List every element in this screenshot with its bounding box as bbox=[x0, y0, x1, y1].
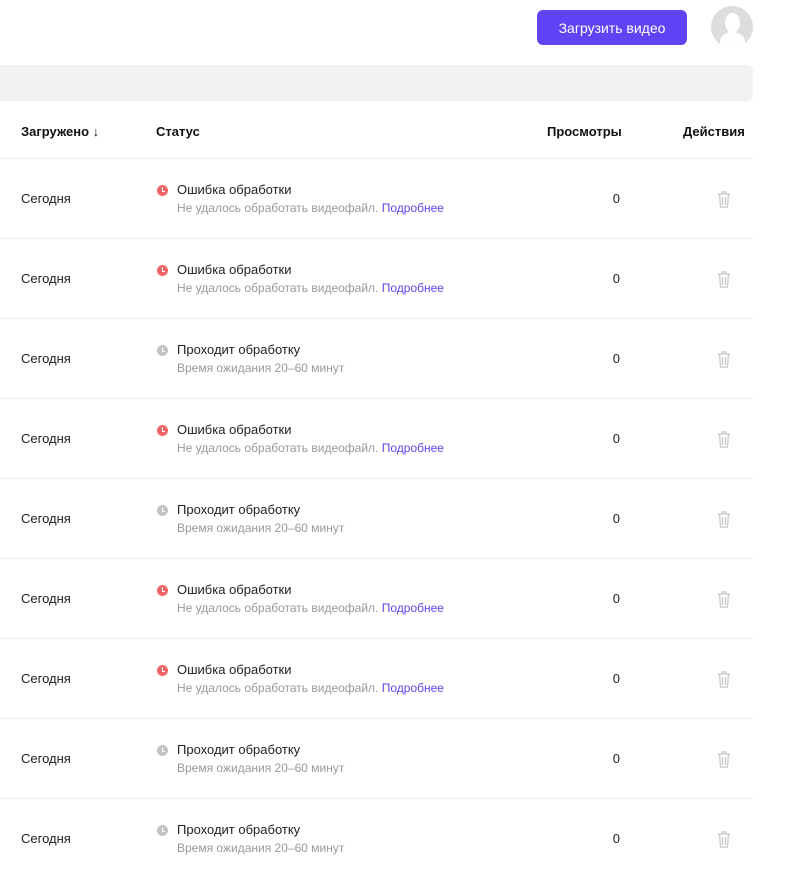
status-title: Ошибка обработки bbox=[177, 582, 292, 597]
views-count: 0 bbox=[612, 751, 620, 766]
status-description: Не удалось обработать видеофайл. bbox=[177, 441, 379, 455]
clock-icon bbox=[157, 425, 168, 436]
upload-date: Сегодня bbox=[21, 671, 71, 686]
status-subtitle: Не удалось обработать видеофайл. Подробн… bbox=[177, 201, 444, 215]
views-count: 0 bbox=[612, 831, 620, 846]
upload-date: Сегодня bbox=[21, 511, 71, 526]
status-description: Время ожидания 20–60 минут bbox=[177, 361, 345, 375]
trash-icon[interactable] bbox=[717, 590, 731, 608]
table-row[interactable]: Сегодня Ошибка обработки Не удалось обра… bbox=[0, 638, 753, 718]
status-subtitle: Время ожидания 20–60 минут bbox=[177, 841, 344, 855]
trash-icon[interactable] bbox=[717, 190, 731, 208]
status-description: Не удалось обработать видеофайл. bbox=[177, 601, 379, 615]
upload-date: Сегодня bbox=[21, 351, 71, 366]
trash-icon[interactable] bbox=[717, 270, 731, 288]
avatar[interactable] bbox=[711, 6, 753, 48]
status-description: Время ожидания 20–60 минут bbox=[177, 761, 345, 775]
table-row[interactable]: Сегодня Ошибка обработки Не удалось обра… bbox=[0, 398, 753, 478]
table-row[interactable]: Сегодня Проходит обработку Время ожидани… bbox=[0, 798, 753, 878]
column-views[interactable]: Просмотры bbox=[547, 124, 622, 139]
trash-icon[interactable] bbox=[717, 670, 731, 688]
more-link[interactable]: Подробнее bbox=[381, 601, 444, 615]
more-link[interactable]: Подробнее bbox=[381, 281, 444, 295]
upload-date: Сегодня bbox=[21, 831, 71, 846]
status-subtitle: Время ожидания 20–60 минут bbox=[177, 761, 344, 775]
trash-icon[interactable] bbox=[717, 510, 731, 528]
status-title: Ошибка обработки bbox=[177, 182, 292, 197]
upload-date: Сегодня bbox=[21, 431, 71, 446]
filter-bar bbox=[0, 65, 753, 101]
status-subtitle: Не удалось обработать видеофайл. Подробн… bbox=[177, 681, 444, 695]
views-count: 0 bbox=[612, 191, 620, 206]
upload-date: Сегодня bbox=[21, 751, 71, 766]
clock-icon bbox=[157, 265, 168, 276]
status-title: Ошибка обработки bbox=[177, 262, 292, 277]
column-uploaded[interactable]: Загружено ↓ bbox=[21, 124, 100, 139]
status-title: Проходит обработку bbox=[177, 822, 301, 837]
clock-icon bbox=[157, 345, 168, 356]
table-row[interactable]: Сегодня Ошибка обработки Не удалось обра… bbox=[0, 238, 753, 318]
status-subtitle: Время ожидания 20–60 минут bbox=[177, 361, 344, 375]
more-link[interactable]: Подробнее bbox=[381, 201, 444, 215]
views-count: 0 bbox=[612, 591, 620, 606]
table-row[interactable]: Сегодня Ошибка обработки Не удалось обра… bbox=[0, 158, 753, 238]
status-title: Проходит обработку bbox=[177, 502, 301, 517]
table-row[interactable]: Сегодня Проходит обработку Время ожидани… bbox=[0, 718, 753, 798]
clock-icon bbox=[157, 825, 168, 836]
status-title: Ошибка обработки bbox=[177, 422, 292, 437]
clock-icon bbox=[157, 505, 168, 516]
trash-icon[interactable] bbox=[717, 350, 731, 368]
status-description: Время ожидания 20–60 минут bbox=[177, 521, 345, 535]
status-subtitle: Не удалось обработать видеофайл. Подробн… bbox=[177, 281, 444, 295]
trash-icon[interactable] bbox=[717, 750, 731, 768]
trash-icon[interactable] bbox=[717, 430, 731, 448]
status-title: Проходит обработку bbox=[177, 742, 301, 757]
upload-date: Сегодня bbox=[21, 191, 71, 206]
table-row[interactable]: Сегодня Ошибка обработки Не удалось обра… bbox=[0, 558, 753, 638]
more-link[interactable]: Подробнее bbox=[381, 441, 444, 455]
clock-icon bbox=[157, 665, 168, 676]
status-subtitle: Не удалось обработать видеофайл. Подробн… bbox=[177, 441, 444, 455]
column-actions: Действия bbox=[683, 124, 745, 139]
clock-icon bbox=[157, 585, 168, 596]
trash-icon[interactable] bbox=[717, 830, 731, 848]
clock-icon bbox=[157, 745, 168, 756]
status-description: Не удалось обработать видеофайл. bbox=[177, 201, 379, 215]
status-subtitle: Время ожидания 20–60 минут bbox=[177, 521, 344, 535]
more-link[interactable]: Подробнее bbox=[381, 681, 444, 695]
upload-date: Сегодня bbox=[21, 271, 71, 286]
upload-date: Сегодня bbox=[21, 591, 71, 606]
views-count: 0 bbox=[612, 431, 620, 446]
clock-icon bbox=[157, 185, 168, 196]
views-count: 0 bbox=[612, 271, 620, 286]
upload-video-button[interactable]: Загрузить видео bbox=[537, 10, 687, 45]
status-description: Не удалось обработать видеофайл. bbox=[177, 681, 379, 695]
status-description: Время ожидания 20–60 минут bbox=[177, 841, 345, 855]
status-subtitle: Не удалось обработать видеофайл. Подробн… bbox=[177, 601, 444, 615]
table-row[interactable]: Сегодня Проходит обработку Время ожидани… bbox=[0, 318, 753, 398]
views-count: 0 bbox=[612, 671, 620, 686]
table-row[interactable]: Сегодня Проходит обработку Время ожидани… bbox=[0, 478, 753, 558]
status-title: Проходит обработку bbox=[177, 342, 301, 357]
views-count: 0 bbox=[612, 351, 620, 366]
views-count: 0 bbox=[612, 511, 620, 526]
status-description: Не удалось обработать видеофайл. bbox=[177, 281, 379, 295]
status-title: Ошибка обработки bbox=[177, 662, 292, 677]
column-status: Статус bbox=[156, 124, 200, 139]
